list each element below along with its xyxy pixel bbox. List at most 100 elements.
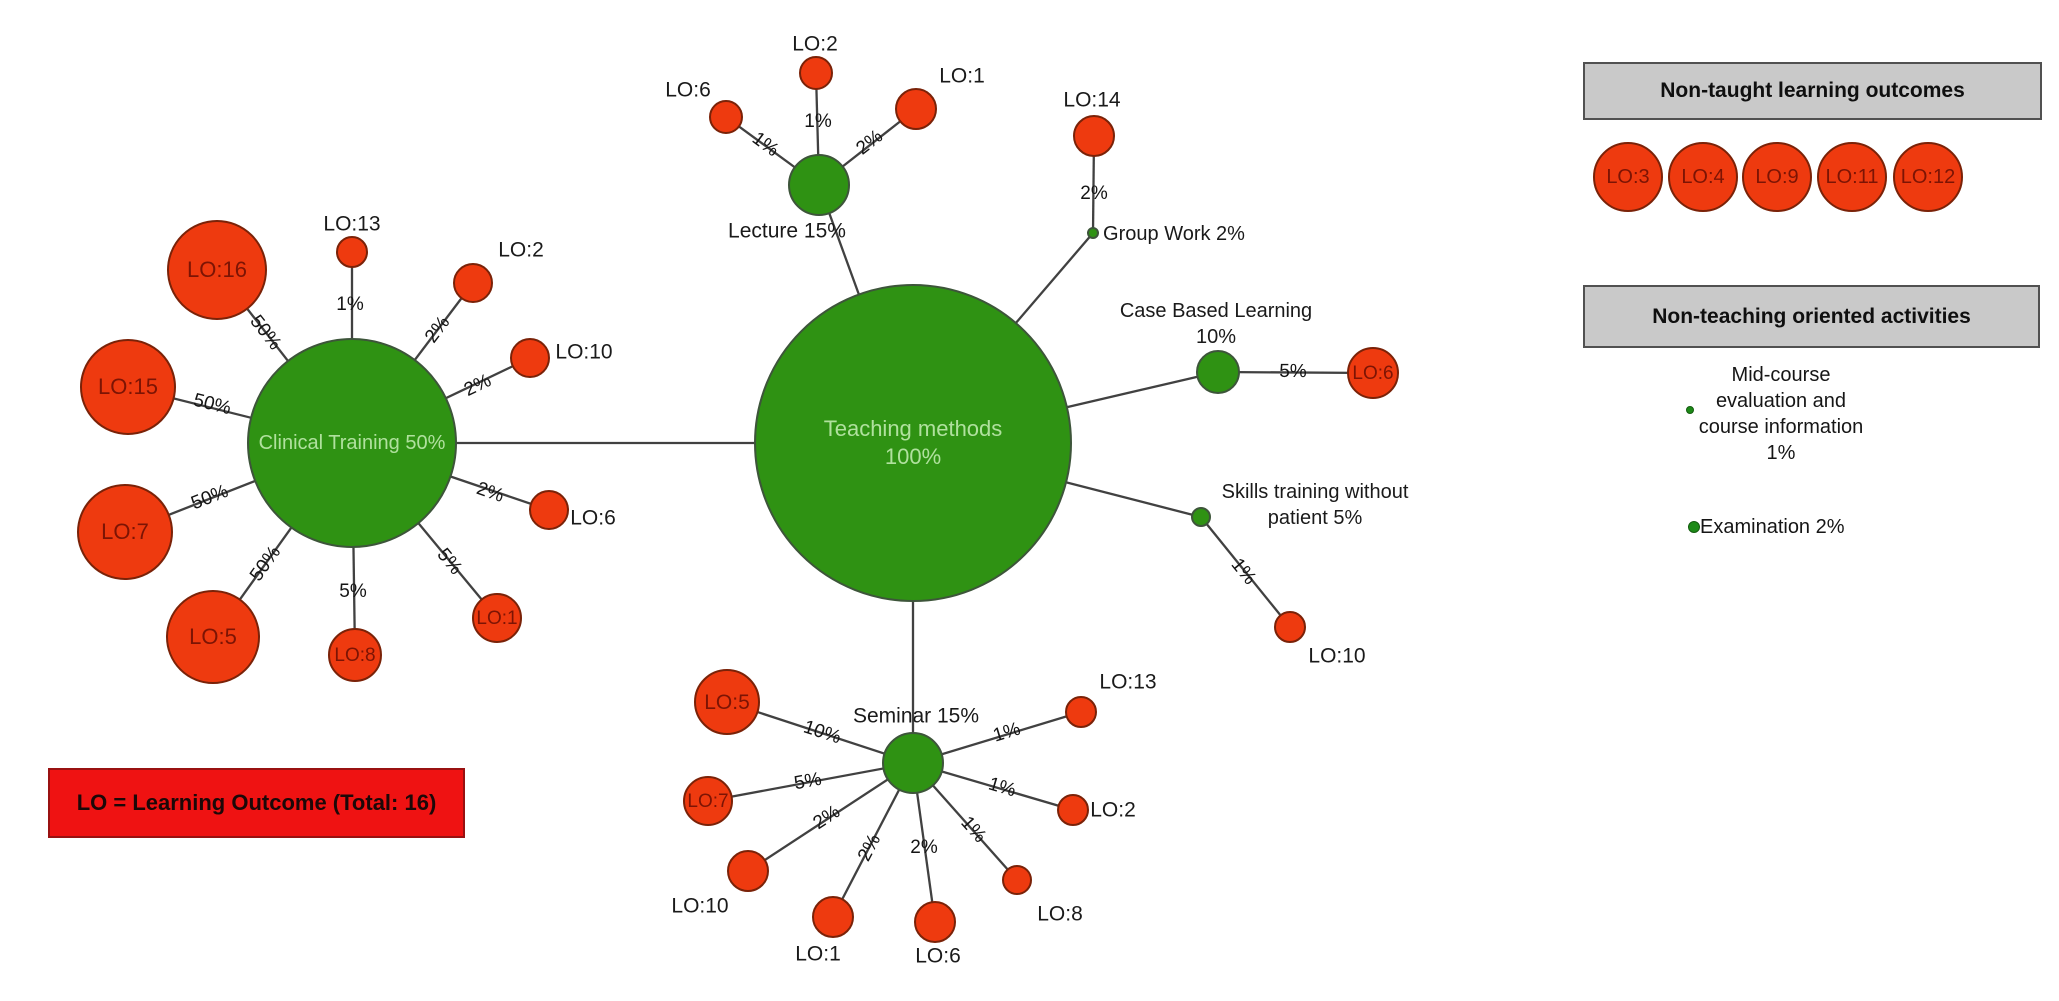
node-label-teaching: Teaching methods 100% — [824, 415, 1003, 471]
node-label-l-lo6: LO:6 — [665, 77, 711, 104]
node-label-line: 10% — [1195, 326, 1237, 348]
node-g-lo14 — [1073, 115, 1115, 157]
node-label-se-lo2: LO:2 — [1090, 797, 1136, 824]
node-label-se-lo1: LO:1 — [795, 941, 841, 968]
node-label-line: LO:10 — [555, 340, 613, 364]
node-groupwork — [1087, 227, 1099, 239]
legend-outcome-lo-4: LO:4 — [1668, 142, 1738, 212]
node-label-line: Clinical Training 50% — [258, 432, 446, 454]
legend-outcome-lo-9: LO:9 — [1742, 142, 1812, 212]
edge-label-clinical-c-lo13: 1% — [336, 294, 364, 315]
node-l-lo6 — [709, 100, 743, 134]
node-c-lo5: LO:5 — [166, 590, 260, 684]
node-label-line: Lecture 15% — [728, 219, 846, 243]
node-se-lo8 — [1002, 865, 1032, 895]
node-c-lo13 — [336, 236, 368, 268]
node-label-c-lo10: LO:10 — [555, 339, 612, 366]
node-label-casebased: Case Based Learning 10% — [1120, 298, 1312, 350]
node-c-lo8: LO:8 — [328, 628, 382, 682]
node-label-se-lo8: LO:8 — [1037, 901, 1083, 928]
edge-seminar-se-lo7 — [707, 761, 914, 803]
node-label-line: LO:6 — [570, 506, 616, 530]
node-label-line: LO:5 — [704, 690, 750, 714]
activity-label-line: Examination 2% — [1700, 516, 1845, 538]
node-label-c-lo8: LO:8 — [334, 643, 375, 668]
node-label-line: LO:6 — [915, 944, 961, 968]
node-label-se-lo5: LO:5 — [704, 689, 750, 716]
node-casebased — [1196, 350, 1240, 394]
node-label-line: LO:10 — [1308, 644, 1366, 668]
node-c-lo6 — [529, 490, 569, 530]
node-label-s-lo10: LO:10 — [1308, 643, 1365, 670]
node-label-line: Seminar 15% — [852, 704, 980, 728]
node-label-line: LO:1 — [939, 64, 985, 88]
node-label-line: LO:1 — [795, 942, 841, 966]
legend-non-teaching-title-label: Non-teaching oriented activities — [1652, 304, 1971, 328]
node-label-c-lo15: LO:15 — [98, 373, 158, 401]
edge-label-clinical-c-lo8: 5% — [339, 581, 367, 602]
node-label-line: LO:2 — [498, 238, 544, 262]
activity-label-line: 1% — [1766, 442, 1796, 464]
node-label-l-lo1: LO:1 — [939, 63, 985, 90]
node-label-line: LO:7 — [101, 519, 149, 544]
node-c-lo16: LO:16 — [167, 220, 267, 320]
node-l-lo2 — [799, 56, 833, 90]
node-c-lo1: LO:1 — [472, 593, 522, 643]
node-label-groupwork: Group Work 2% — [1103, 221, 1245, 247]
node-label-c-lo16: LO:16 — [187, 256, 247, 284]
edge-seminar-se-lo10 — [747, 762, 914, 872]
node-label-c-lo6: LO:6 — [570, 505, 616, 532]
edge-label-groupwork-g-lo14: 2% — [1080, 183, 1108, 204]
node-l-lo1 — [895, 88, 937, 130]
node-label-cb-lo6: LO:6 — [1352, 361, 1393, 386]
node-label-line: LO:5 — [189, 624, 237, 649]
node-label-clinical: Clinical Training 50% — [259, 430, 446, 456]
node-label-se-lo7: LO:7 — [687, 789, 728, 814]
node-label-line: LO:14 — [1063, 88, 1121, 112]
node-label-line: 100% — [884, 444, 942, 469]
node-label-line: Teaching methods — [823, 416, 1003, 441]
node-label-l-lo2: LO:2 — [792, 31, 838, 58]
node-label-line: LO:13 — [323, 212, 381, 236]
note-box-label: LO = Learning Outcome (Total: 16) — [76, 790, 437, 815]
node-label-se-lo13: LO:13 — [1099, 669, 1156, 696]
node-c-lo2 — [453, 263, 493, 303]
activity-dot-1 — [1688, 521, 1700, 533]
node-label-line: LO:1 — [476, 607, 518, 629]
node-label-c-lo2: LO:2 — [498, 237, 544, 264]
node-label-lecture: Lecture 15% — [728, 218, 846, 245]
node-se-lo13 — [1065, 696, 1097, 728]
node-label-c-lo5: LO:5 — [189, 623, 237, 651]
legend-non-taught-title-label: Non-taught learning outcomes — [1660, 79, 1965, 102]
edge-label-seminar-se-lo6: 2% — [910, 837, 938, 858]
activity-label-0: Mid-course evaluation and course informati… — [1671, 362, 1891, 466]
edge-label-lecture-l-lo2: 1% — [804, 111, 832, 132]
node-se-lo2 — [1057, 794, 1089, 826]
activity-label-line: evaluation and — [1715, 390, 1847, 412]
node-label-line: LO:8 — [1037, 902, 1083, 926]
edge-skills-s-lo10 — [1200, 516, 1291, 628]
node-label-line: Skills training without — [1221, 481, 1409, 503]
node-label-line: patient 5% — [1267, 507, 1363, 529]
node-label-line: LO:10 — [671, 894, 729, 918]
node-label-line: LO:8 — [334, 644, 376, 666]
node-label-c-lo1: LO:1 — [476, 606, 517, 631]
node-skills — [1191, 507, 1211, 527]
node-se-lo1 — [812, 896, 854, 938]
node-lecture — [788, 154, 850, 216]
node-label-c-lo7: LO:7 — [101, 518, 149, 546]
node-c-lo15: LO:15 — [80, 339, 176, 435]
node-label-se-lo6: LO:6 — [915, 943, 961, 970]
node-clinical: Clinical Training 50% — [247, 338, 457, 548]
node-label-line: Case Based Learning — [1119, 300, 1313, 322]
activity-label-line: course information — [1698, 416, 1864, 438]
node-teaching: Teaching methods 100% — [754, 284, 1072, 602]
node-label-line: Group Work 2% — [1103, 223, 1245, 245]
activity-label-line: Mid-course — [1731, 364, 1831, 386]
node-c-lo7: LO:7 — [77, 484, 173, 580]
node-cb-lo6: LO:6 — [1347, 347, 1399, 399]
legend-outcome-lo-12: LO:12 — [1893, 142, 1963, 212]
node-se-lo6 — [914, 901, 956, 943]
note-box: LO = Learning Outcome (Total: 16) — [48, 768, 465, 838]
